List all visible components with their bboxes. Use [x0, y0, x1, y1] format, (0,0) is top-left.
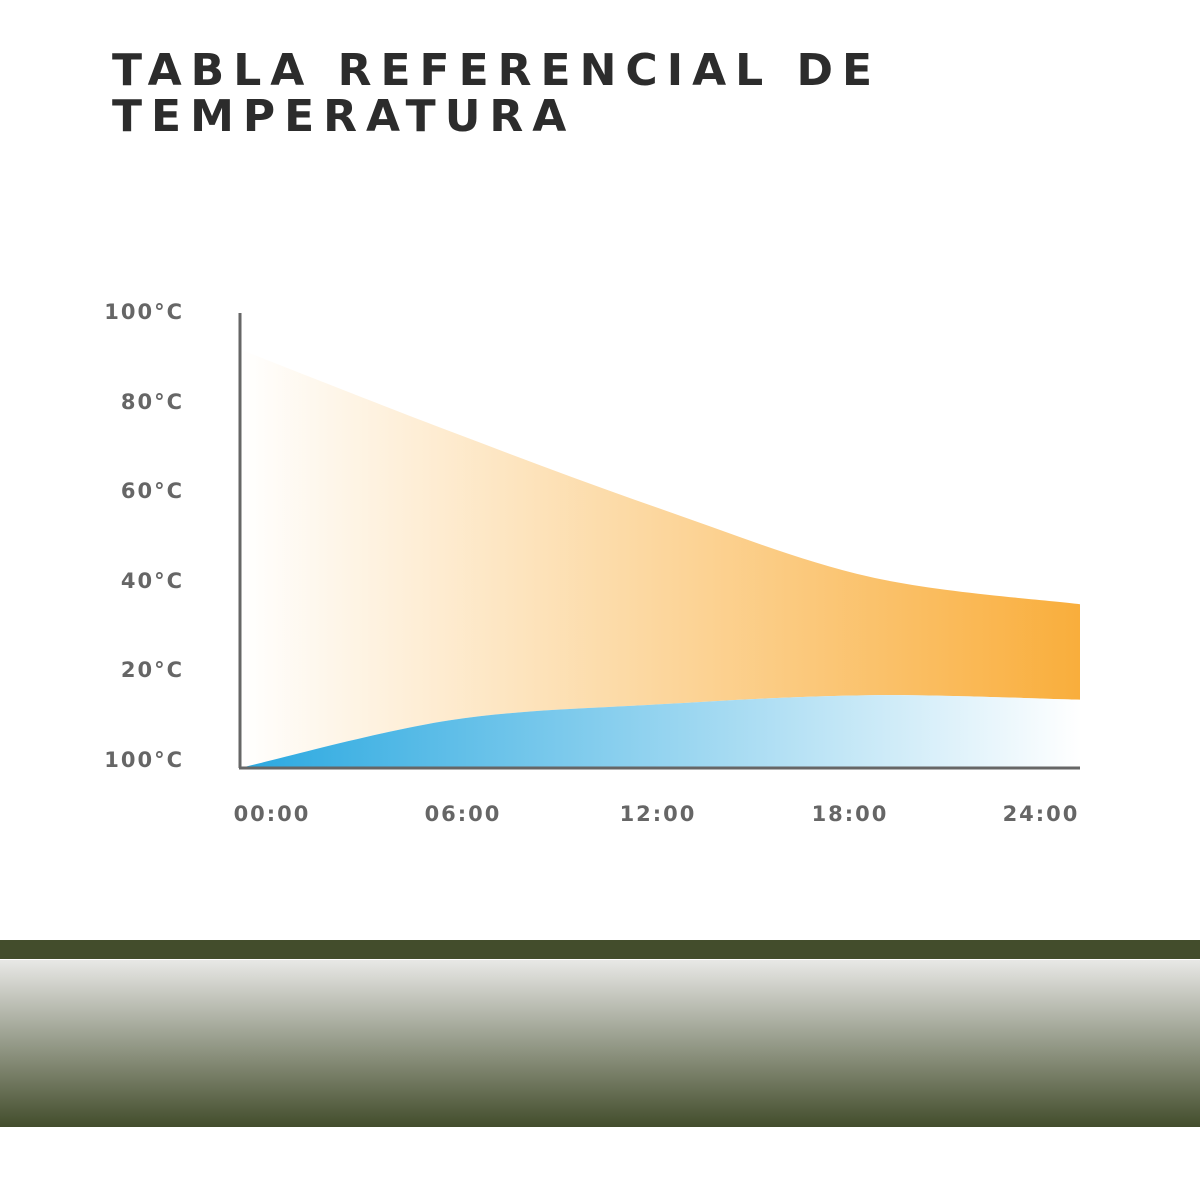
- x-tick-label: 24:00: [1003, 802, 1080, 826]
- cold-temperature-band: [240, 695, 1080, 768]
- page-title: TABLA REFERENCIAL DE TEMPERATURA: [112, 48, 881, 140]
- hot-temperature-band: [240, 349, 1080, 768]
- title-line-1: TABLA REFERENCIAL DE: [112, 45, 882, 96]
- x-tick-label: 06:00: [425, 802, 502, 826]
- x-tick-label: 18:00: [812, 802, 889, 826]
- footer-band: [0, 940, 1200, 959]
- y-tick-label: 80°C: [121, 390, 184, 414]
- y-tick-label: 100°C: [104, 300, 184, 324]
- x-tick-label: 00:00: [234, 802, 311, 826]
- footer-gradient: [0, 960, 1200, 1127]
- temperature-chart: 100°C 80°C 60°C 40°C 20°C 100°C 00:00 06…: [104, 300, 1080, 826]
- x-tick-label: 12:00: [620, 802, 697, 826]
- y-tick-label: 20°C: [121, 658, 184, 682]
- y-tick-label: 100°C: [104, 748, 184, 772]
- y-tick-label: 60°C: [121, 479, 184, 503]
- y-tick-label: 40°C: [121, 569, 184, 593]
- title-line-2: TEMPERATURA: [112, 91, 576, 142]
